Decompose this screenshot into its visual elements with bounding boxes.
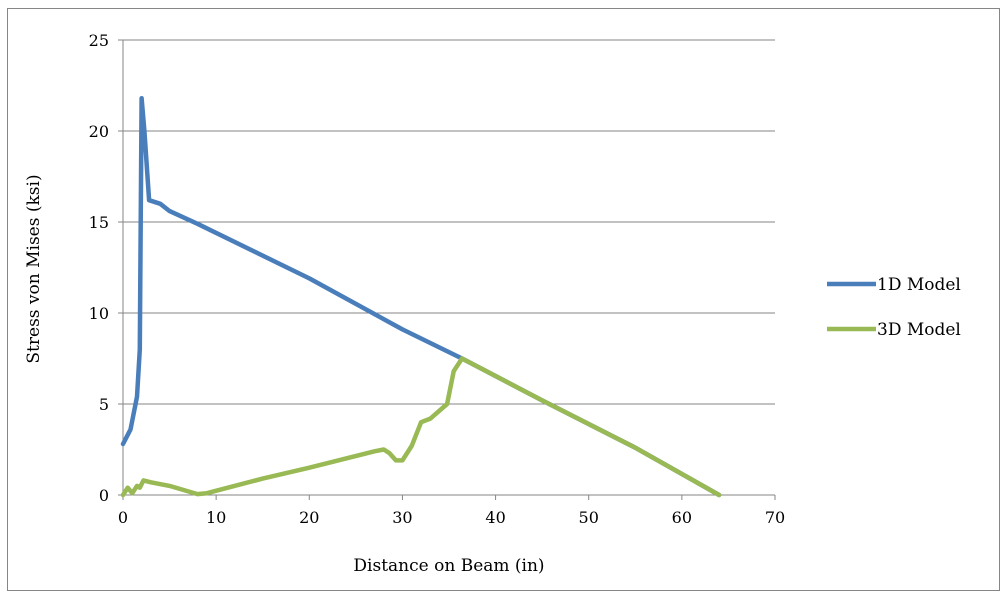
y-tick-label-10: 10: [89, 304, 109, 323]
gridlines: [123, 39, 775, 405]
x-tick-label-30: 30: [392, 508, 412, 527]
legend-label-2: 3D Model: [877, 320, 961, 340]
series-line-1: [120, 95, 722, 498]
tick-labels: 0 5 10 15 20 25 0 10 20 30 40 50 60 70: [89, 31, 786, 527]
chart-svg: 0 5 10 15 20 25 0 10 20 30 40 50 60 70 Distance on Be…: [24, 31, 961, 576]
series-lines: [120, 95, 722, 498]
x-tick-label-60: 60: [672, 508, 692, 527]
x-tick-label-50: 50: [579, 508, 599, 527]
y-tick-label-25: 25: [89, 31, 109, 50]
series-line-2: [120, 356, 722, 498]
legend-label-1: 1D Model: [877, 275, 961, 295]
chart-frame: 0 5 10 15 20 25 0 10 20 30 40 50 60 70 Distance on Be…: [7, 8, 1000, 591]
legend: 1D Model 3D Model: [827, 275, 961, 340]
x-tick-label-70: 70: [765, 508, 785, 527]
x-tick-label-10: 10: [206, 508, 226, 527]
y-tick-label-5: 5: [99, 395, 109, 414]
x-axis-title: Distance on Beam (in): [353, 556, 544, 576]
y-tick-label-15: 15: [89, 213, 109, 232]
y-axis-title: Stress von Mises (ksi): [24, 174, 44, 363]
x-tick-label-0: 0: [118, 508, 128, 527]
x-tick-label-20: 20: [299, 508, 319, 527]
y-tick-label-0: 0: [99, 486, 109, 505]
y-tick-label-20: 20: [89, 122, 109, 141]
axes: [118, 39, 776, 500]
x-tick-label-40: 40: [485, 508, 505, 527]
